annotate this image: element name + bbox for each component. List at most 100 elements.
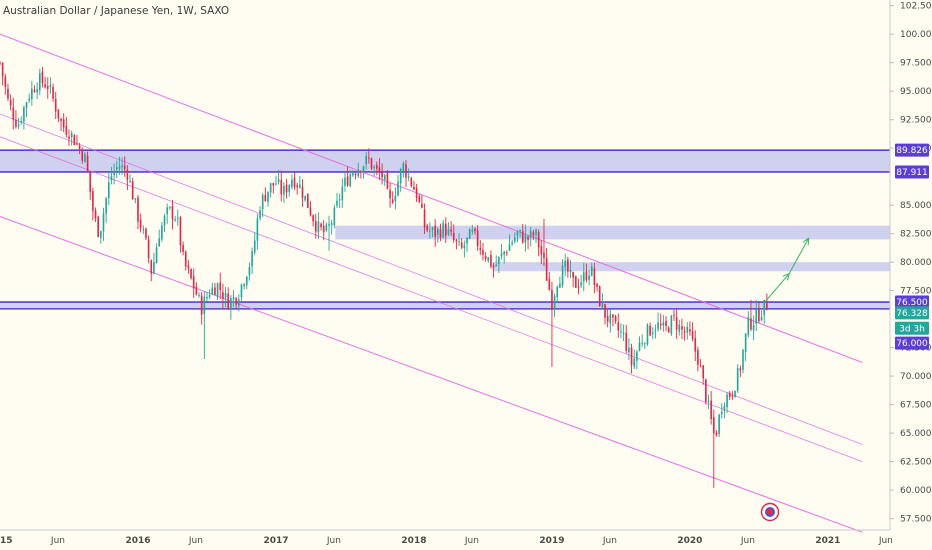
candle-body bbox=[28, 98, 31, 101]
time-axis[interactable]: 2015 Jun 2016 Jun 2017 Jun 2018 Jun 2019 Jun 2020 J… bbox=[0, 536, 893, 546]
candle bbox=[169, 206, 171, 211]
candle bbox=[0, 61, 1, 66]
candle bbox=[654, 324, 657, 339]
candles-layer bbox=[0, 61, 768, 488]
candle bbox=[638, 336, 641, 352]
candle-body bbox=[466, 237, 468, 244]
candle bbox=[641, 334, 643, 347]
candle-body bbox=[697, 350, 699, 365]
candle bbox=[697, 346, 699, 372]
candle-body bbox=[431, 227, 434, 230]
candle-body bbox=[399, 168, 402, 184]
candle bbox=[153, 252, 155, 275]
candle bbox=[333, 204, 336, 229]
candle bbox=[291, 174, 293, 190]
candle bbox=[76, 134, 78, 146]
candle-body bbox=[728, 392, 731, 398]
candle-body bbox=[712, 416, 715, 434]
candle bbox=[529, 227, 532, 247]
candle-body bbox=[81, 149, 84, 161]
candle-body bbox=[20, 120, 23, 123]
y-tick-label: 97.500 bbox=[900, 59, 932, 69]
candle bbox=[200, 291, 203, 325]
candle-body bbox=[145, 228, 147, 239]
candle bbox=[344, 170, 346, 192]
candle bbox=[301, 179, 304, 207]
candle bbox=[147, 235, 150, 264]
candle bbox=[567, 256, 569, 278]
candle bbox=[44, 76, 46, 89]
candle-body bbox=[705, 379, 707, 403]
channel-bottom bbox=[0, 216, 863, 533]
candle-body bbox=[328, 223, 330, 226]
candle bbox=[391, 191, 394, 205]
candle-body bbox=[760, 316, 763, 320]
candle bbox=[474, 227, 476, 235]
candle bbox=[65, 116, 68, 138]
candle bbox=[646, 323, 649, 346]
candle bbox=[68, 129, 70, 146]
candle bbox=[330, 219, 333, 235]
candle-body bbox=[665, 321, 667, 327]
candle bbox=[341, 178, 344, 208]
candle-body bbox=[299, 184, 301, 188]
candle bbox=[336, 192, 338, 208]
candle-body bbox=[259, 210, 261, 219]
y-tick-label: 82.500 bbox=[900, 230, 932, 240]
candle-body bbox=[137, 197, 139, 222]
candle-body bbox=[439, 229, 442, 238]
candle-body bbox=[31, 88, 33, 100]
price-badge: 76.000 bbox=[895, 336, 929, 350]
candle bbox=[33, 85, 36, 93]
candle-body bbox=[506, 252, 508, 254]
candle bbox=[131, 177, 134, 200]
candle bbox=[373, 164, 375, 177]
candle bbox=[306, 193, 309, 209]
candle-body bbox=[641, 342, 643, 344]
candle bbox=[625, 324, 628, 354]
candle bbox=[452, 224, 455, 243]
candle-body bbox=[312, 215, 314, 222]
candle-body bbox=[105, 198, 107, 214]
candle-body bbox=[253, 240, 256, 253]
candle bbox=[673, 309, 675, 322]
candle bbox=[230, 295, 232, 320]
candle-body bbox=[230, 298, 232, 310]
candle-body bbox=[222, 292, 224, 299]
candle-body bbox=[508, 244, 511, 251]
candle bbox=[12, 97, 15, 130]
candle-body bbox=[407, 176, 410, 178]
candle bbox=[184, 250, 187, 271]
candle-body bbox=[232, 297, 235, 300]
candle bbox=[322, 220, 325, 241]
candle-body bbox=[628, 347, 630, 353]
candle bbox=[744, 333, 747, 361]
candle-body bbox=[341, 186, 344, 201]
candle-body bbox=[357, 169, 360, 177]
candle-body bbox=[617, 322, 620, 331]
candle-body bbox=[174, 219, 176, 221]
candle-body bbox=[277, 179, 280, 183]
candle bbox=[84, 152, 86, 163]
candle-body bbox=[423, 209, 426, 228]
candle-body bbox=[360, 171, 362, 173]
candle bbox=[142, 225, 145, 235]
candle-body bbox=[609, 314, 612, 324]
candle-body bbox=[519, 229, 521, 231]
candle bbox=[137, 195, 139, 230]
y-tick-label: 65.000 bbox=[900, 429, 932, 439]
candle bbox=[264, 187, 267, 202]
zones-layer bbox=[0, 149, 890, 310]
candle-body bbox=[89, 171, 92, 193]
price-axis[interactable]: 102.500100.00097.50095.00092.50090.00085… bbox=[890, 2, 932, 525]
candle-body bbox=[458, 241, 460, 243]
candle-body bbox=[612, 314, 614, 318]
candle-body bbox=[590, 266, 593, 276]
candle-body bbox=[479, 247, 482, 251]
candle bbox=[561, 259, 564, 288]
candle-body bbox=[171, 206, 174, 220]
candle-body bbox=[211, 287, 214, 295]
price-badge: 87.911 bbox=[895, 165, 929, 179]
candle-body bbox=[537, 231, 540, 248]
candle bbox=[269, 182, 272, 198]
